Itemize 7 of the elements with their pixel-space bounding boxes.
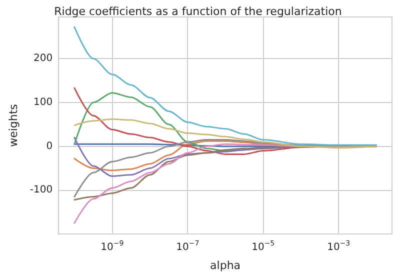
y-axis-title: weights	[7, 104, 20, 147]
chart-title: Ridge coefficients as a function of the regularization	[54, 5, 342, 18]
y-tick-label: 200	[34, 53, 53, 64]
y-tick-label: -100	[30, 184, 53, 196]
y-tick-label: 0	[46, 140, 53, 152]
y-tick-label: 100	[34, 96, 53, 108]
x-axis-title: alpha	[210, 259, 241, 272]
